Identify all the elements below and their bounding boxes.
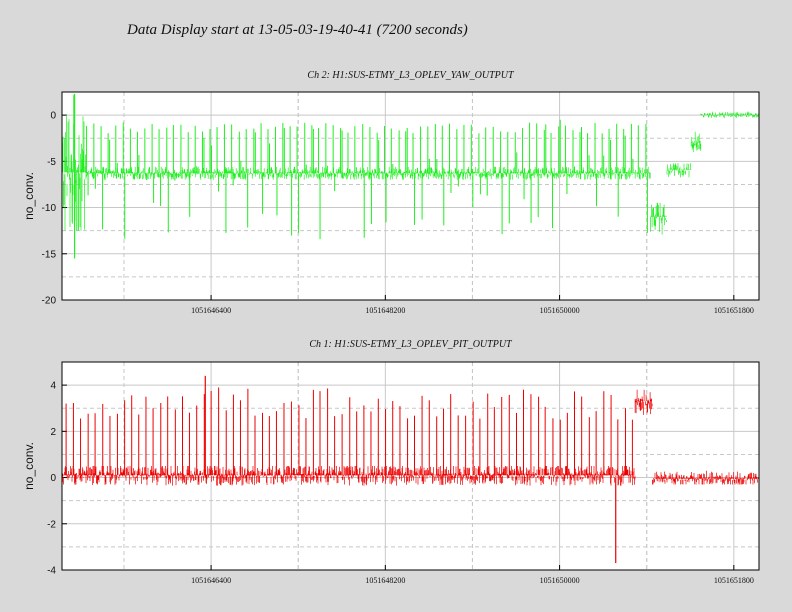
plot-2: Ch 1: H1:SUS-ETMY_L3_OPLEV_PIT_OUTPUT no_… (22, 339, 760, 585)
plot-area (62, 92, 759, 300)
y-tick-label: -10 (42, 203, 57, 214)
y-tick-label: -4 (47, 566, 56, 577)
x-tick-label: 1051648200 (365, 306, 405, 315)
x-tick-label: 1051646400 (191, 306, 231, 315)
y-tick-label: 0 (50, 111, 56, 122)
chart-title: Ch 2: H1:SUS-ETMY_L3_OPLEV_YAW_OUTPUT (307, 70, 515, 81)
series-trace (62, 389, 759, 486)
x-tick-label: 1051648200 (365, 576, 405, 585)
y-axis-label: no_conv. (22, 442, 36, 490)
y-tick-label: 4 (50, 381, 56, 392)
y-tick-label: -5 (47, 157, 56, 168)
x-tick-label: 1051646400 (191, 576, 231, 585)
y-tick-label: 2 (50, 427, 56, 438)
chart-title: Ch 1: H1:SUS-ETMY_L3_OPLEV_PIT_OUTPUT (309, 339, 513, 350)
y-tick-label: -20 (42, 296, 57, 307)
x-tick-label: 1051651800 (714, 576, 754, 585)
y-tick-label: 0 (50, 473, 56, 484)
y-tick-label: -2 (47, 519, 56, 530)
plot-frame (61, 361, 760, 571)
plot-1: Ch 2: H1:SUS-ETMY_L3_OPLEV_YAW_OUTPUT no_… (22, 70, 760, 315)
page-title: Data Display start at 13-05-03-19-40-41 … (127, 22, 468, 38)
x-tick-label: 1051651800 (714, 306, 754, 315)
x-tick-label: 1051650000 (540, 576, 580, 585)
y-tick-label: -15 (42, 249, 57, 260)
y-axis-label: no_conv. (22, 172, 36, 220)
x-tick-label: 1051650000 (540, 306, 580, 315)
plot-frame (61, 91, 760, 301)
plot-area (62, 362, 759, 570)
